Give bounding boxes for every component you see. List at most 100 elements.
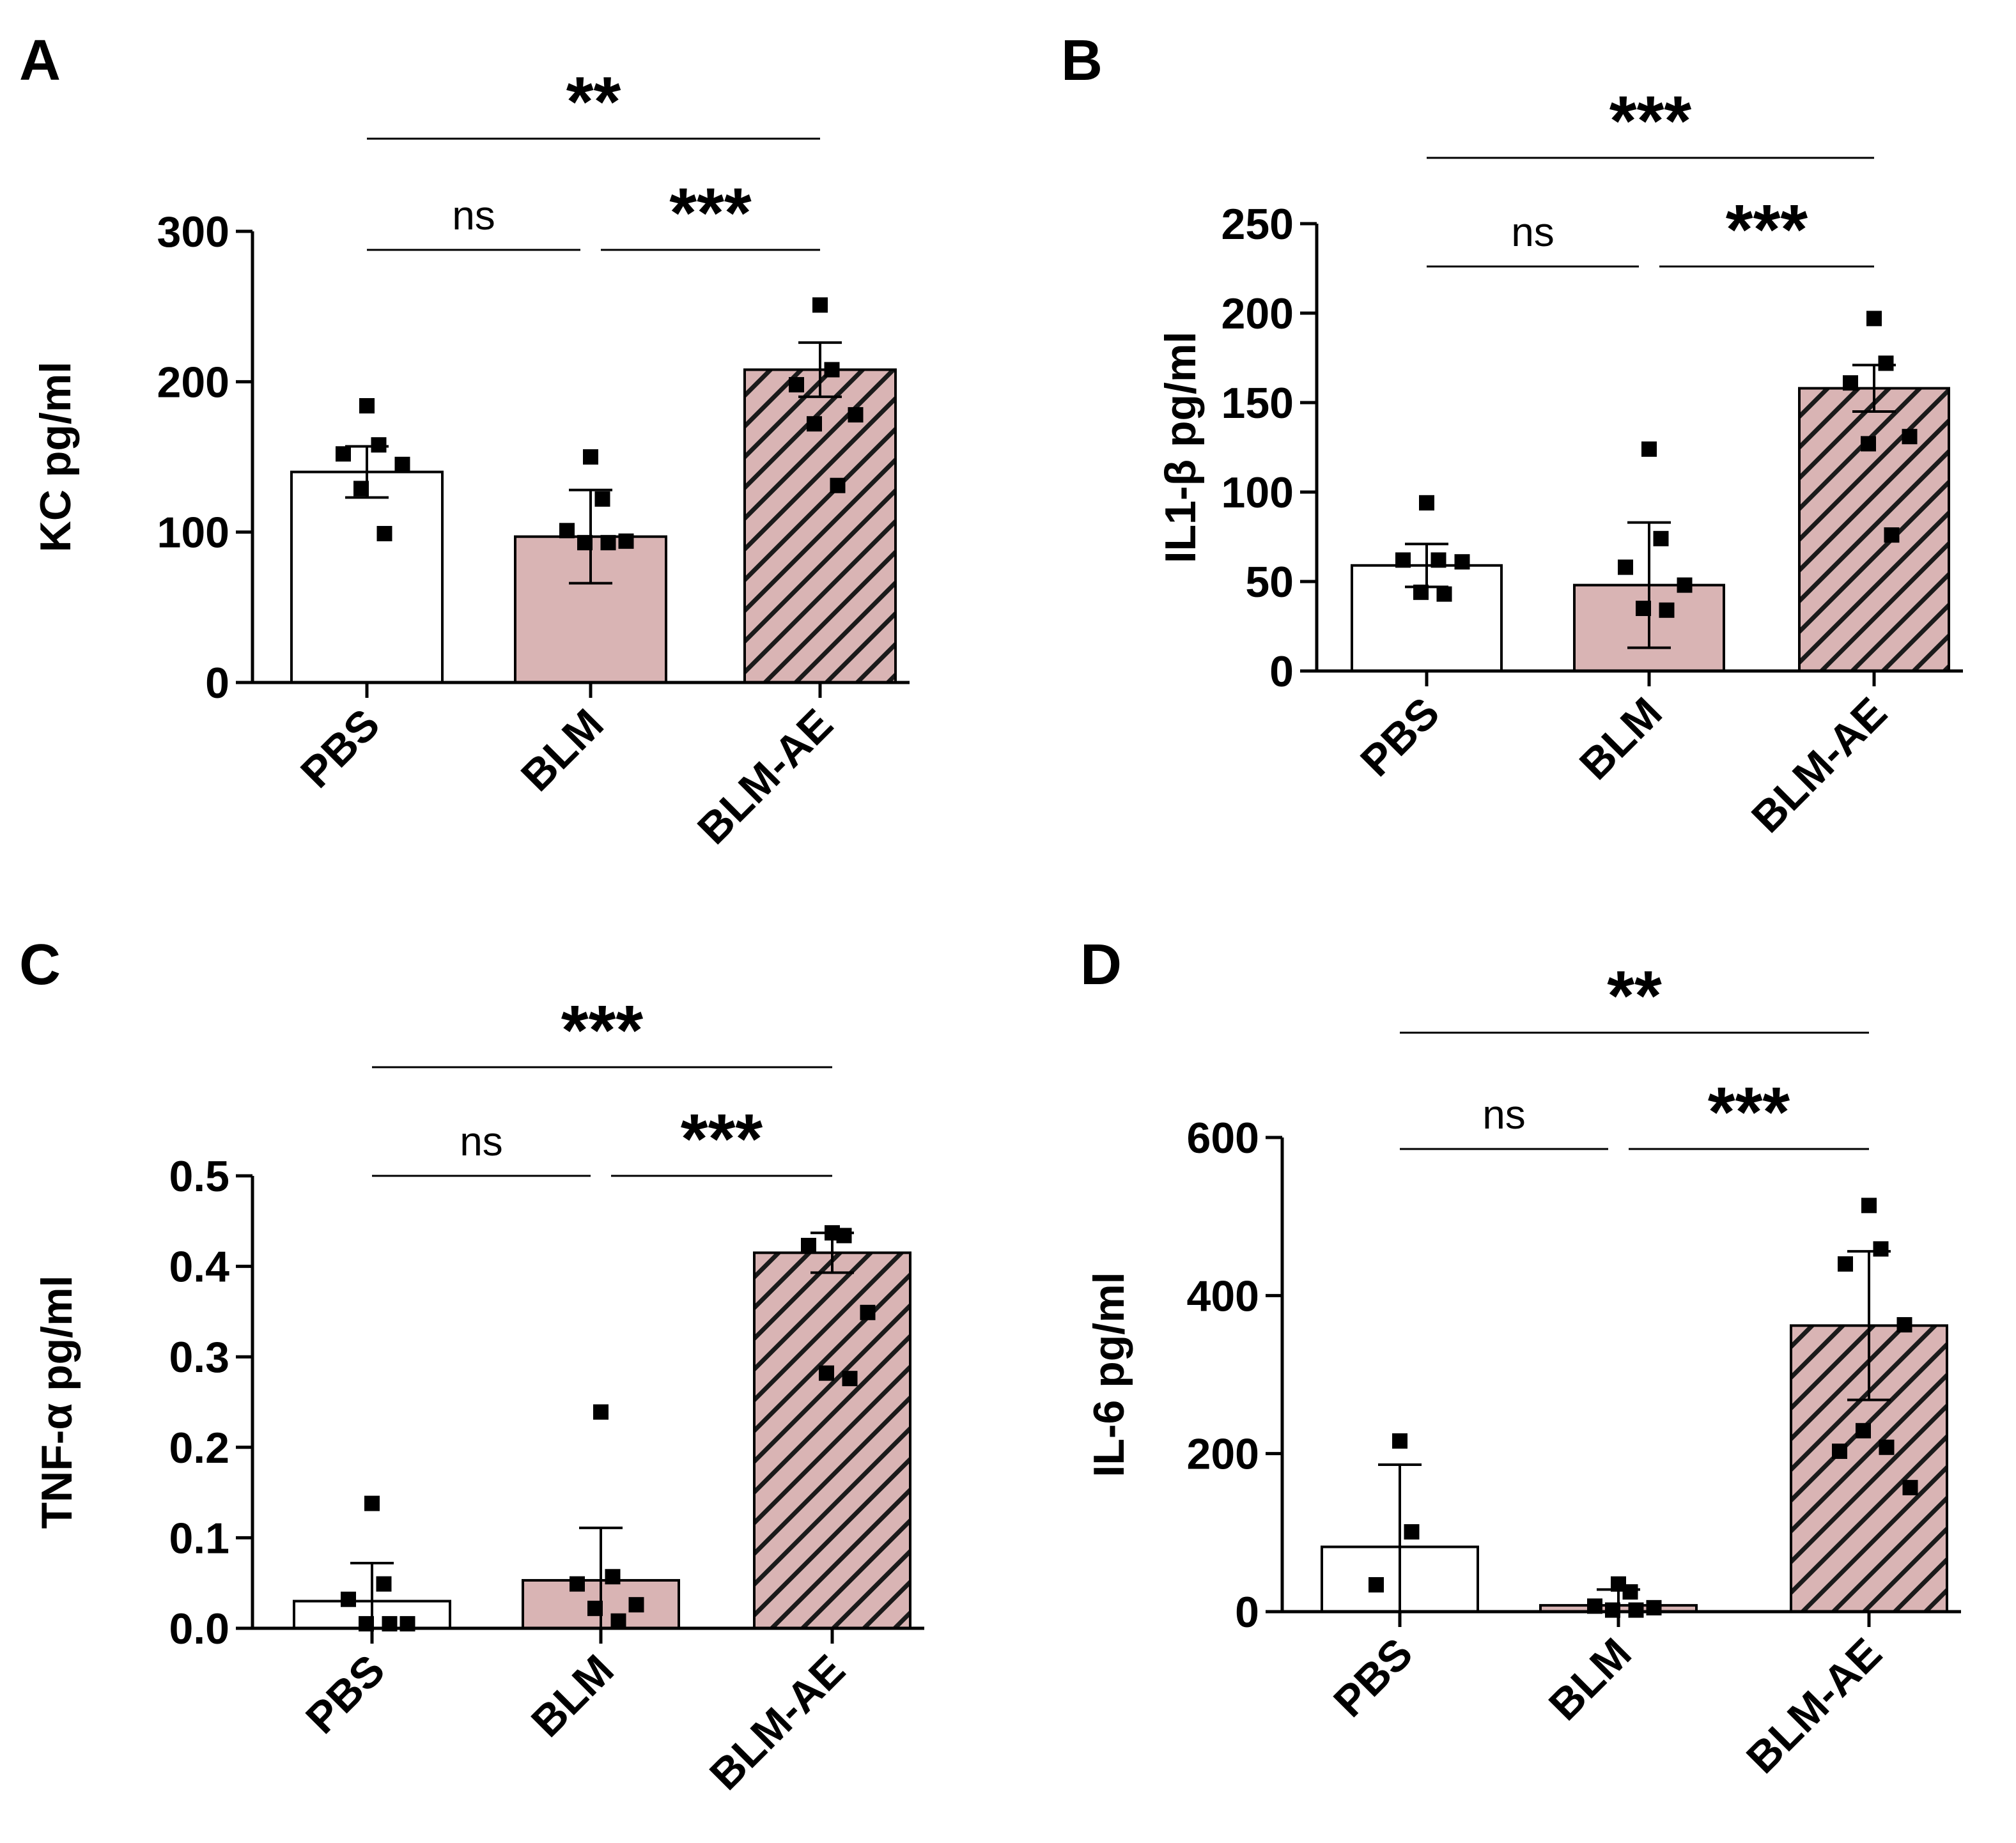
data-point-pbs bbox=[376, 526, 392, 542]
significance-bracket: *** bbox=[611, 1100, 832, 1178]
data-point-pbs bbox=[359, 397, 375, 413]
x-tick-label: BLM bbox=[1570, 688, 1671, 789]
x-tick-label: BLM-AE bbox=[701, 1646, 855, 1800]
data-point-pbs bbox=[1369, 1577, 1384, 1592]
y-tick-label: 0.2 bbox=[169, 1424, 229, 1472]
y-tick-label: 0 bbox=[205, 659, 229, 707]
data-point-blm bbox=[593, 1404, 609, 1420]
x-tick-label: BLM-AE bbox=[688, 700, 842, 854]
data-point-blm bbox=[570, 1576, 585, 1592]
significance-bracket: *** bbox=[1659, 190, 1874, 269]
data-point-blm bbox=[1641, 441, 1657, 457]
ns-label: ns bbox=[1511, 209, 1555, 255]
significance-stars: *** bbox=[1708, 1073, 1790, 1152]
data-point-blm bbox=[587, 1600, 603, 1616]
data-point-pbs bbox=[353, 481, 369, 497]
ns-label: ns bbox=[452, 192, 495, 238]
data-point-pbs bbox=[394, 456, 410, 472]
x-tick-label: PBS bbox=[291, 700, 389, 798]
ns-label: ns bbox=[1482, 1091, 1526, 1137]
x-tick-label: PBS bbox=[1351, 688, 1449, 786]
y-tick-label: 200 bbox=[157, 358, 229, 406]
x-tick-label: BLM-AE bbox=[1737, 1629, 1891, 1783]
data-point-pbs bbox=[336, 446, 351, 462]
x-tick-label: BLM bbox=[1540, 1629, 1641, 1730]
data-point-blm-ae bbox=[1873, 1241, 1889, 1257]
data-point-blm-ae bbox=[801, 1238, 816, 1254]
x-tick-label: PBS bbox=[1324, 1629, 1422, 1727]
data-point-blm-ae bbox=[1856, 1423, 1871, 1438]
panel-letter: D bbox=[1080, 933, 1122, 997]
data-point-blm bbox=[600, 535, 616, 551]
y-tick-label: 50 bbox=[1245, 558, 1294, 606]
data-point-blm-ae bbox=[836, 1228, 852, 1244]
y-axis-label: TNF-α pg/ml bbox=[33, 1276, 81, 1529]
data-point-blm bbox=[605, 1569, 621, 1585]
data-point-blm bbox=[583, 449, 598, 465]
data-point-pbs bbox=[1436, 586, 1452, 602]
significance-bracket: ** bbox=[1400, 957, 1869, 1035]
panel-d: D IL-6 pg/ml 0 200 400 600 PBS BLM BLM-AE ** ns *** bbox=[1080, 933, 1961, 1783]
y-axis-label: IL-6 pg/ml bbox=[1085, 1272, 1133, 1477]
significance-bracket: *** bbox=[1427, 82, 1874, 160]
data-point-pbs bbox=[1413, 584, 1429, 600]
data-point-blm-ae bbox=[1843, 375, 1858, 391]
bar-blm-ae bbox=[1798, 387, 1950, 672]
data-point-blm bbox=[577, 535, 593, 551]
y-tick-label: 150 bbox=[1221, 379, 1294, 428]
data-point-blm bbox=[628, 1597, 644, 1613]
data-point-blm-ae bbox=[1878, 355, 1894, 371]
panel-letter: A bbox=[19, 29, 61, 93]
data-point-blm bbox=[618, 533, 634, 549]
y-tick-label: 0 bbox=[1269, 647, 1294, 696]
data-point-pbs bbox=[376, 1576, 392, 1592]
data-point-pbs bbox=[1392, 1433, 1407, 1449]
data-point-blm bbox=[1659, 602, 1675, 618]
ns-label: ns bbox=[460, 1118, 503, 1164]
data-point-blm-ae bbox=[1896, 1317, 1912, 1333]
significance-stars: ** bbox=[1607, 957, 1662, 1035]
y-tick-label: 200 bbox=[1187, 1430, 1259, 1479]
data-point-blm bbox=[594, 491, 610, 507]
significance-stars: *** bbox=[1726, 190, 1808, 269]
significance-bracket: ns bbox=[367, 192, 580, 251]
bar-blm-ae bbox=[753, 1251, 911, 1630]
data-point-blm-ae bbox=[807, 416, 822, 432]
significance-stars: *** bbox=[669, 174, 752, 252]
x-tick-label: BLM-AE bbox=[1742, 688, 1896, 842]
data-point-blm-ae bbox=[1902, 429, 1918, 445]
significance-bracket: *** bbox=[1629, 1073, 1869, 1152]
bar-pbs bbox=[290, 470, 444, 684]
data-point-blm bbox=[1677, 577, 1693, 593]
y-tick-label: 0.1 bbox=[169, 1514, 229, 1562]
data-point-blm bbox=[559, 523, 575, 539]
panel-letter: B bbox=[1061, 29, 1103, 93]
y-tick-label: 0.3 bbox=[169, 1333, 229, 1382]
significance-bracket: *** bbox=[372, 991, 832, 1070]
x-tick-label: PBS bbox=[297, 1646, 394, 1743]
significance-stars: *** bbox=[681, 1100, 763, 1178]
significance-bracket: ** bbox=[367, 63, 820, 141]
data-point-blm-ae bbox=[1861, 1198, 1877, 1214]
y-tick-label: 400 bbox=[1187, 1272, 1259, 1320]
data-point-blm bbox=[1622, 1584, 1638, 1600]
significance-bracket: ns bbox=[1427, 209, 1639, 268]
data-point-blm bbox=[1653, 530, 1669, 546]
y-axis-label: IL1-β pg/ml bbox=[1156, 332, 1205, 564]
data-point-blm-ae bbox=[1832, 1443, 1847, 1459]
y-axis-label: KC pg/ml bbox=[31, 362, 80, 552]
y-tick-label: 0 bbox=[1235, 1588, 1259, 1637]
significance-stars: ** bbox=[566, 63, 621, 141]
error-bar-blm-ae bbox=[798, 341, 842, 398]
panel-b: B IL1-β pg/ml 0 50 100 150 200 250 PBS BLM BLM-AE *… bbox=[1061, 29, 1963, 842]
y-tick-label: 300 bbox=[157, 208, 229, 256]
error-bar-blm bbox=[1627, 521, 1671, 649]
y-tick-label: 100 bbox=[157, 509, 229, 557]
significance-stars: *** bbox=[561, 991, 644, 1070]
data-point-blm-ae bbox=[789, 377, 804, 393]
y-tick-label: 200 bbox=[1221, 289, 1294, 338]
data-point-blm-ae bbox=[1879, 1439, 1895, 1455]
data-point-pbs bbox=[1454, 554, 1470, 570]
data-point-blm-ae bbox=[1884, 527, 1900, 543]
